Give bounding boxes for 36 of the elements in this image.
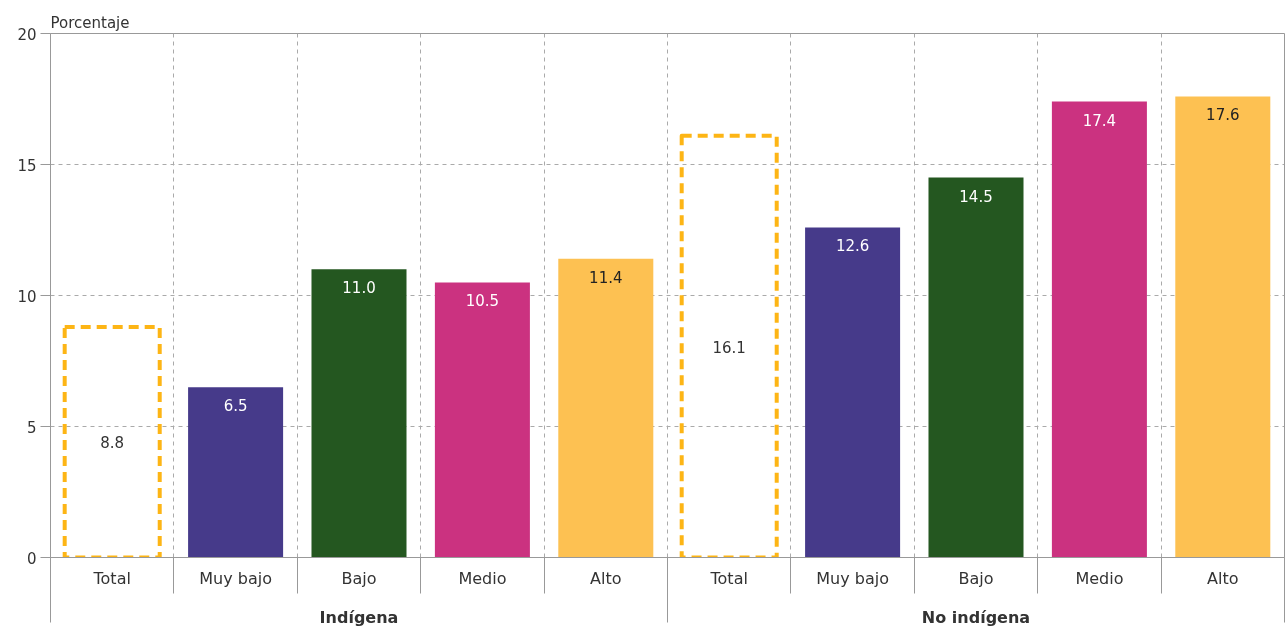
bar <box>311 269 407 558</box>
y-tick-label: 5 <box>26 418 37 437</box>
data-label: 12.6 <box>835 237 870 256</box>
x-tick-label: Medio <box>458 568 507 588</box>
data-label: 10.5 <box>465 292 500 311</box>
y-tick-label: 15 <box>17 156 37 175</box>
y-axis-title: Porcentaje <box>50 13 130 32</box>
data-label: 17.4 <box>1082 111 1117 130</box>
data-label: 6.5 <box>223 397 248 416</box>
bar <box>928 177 1024 558</box>
bar <box>1051 101 1147 558</box>
x-tick-label: Alto <box>590 568 622 588</box>
data-label: 8.8 <box>100 434 125 453</box>
data-label: 17.6 <box>1206 106 1240 125</box>
y-tick-label: 20 <box>17 25 37 44</box>
data-label: 14.5 <box>959 187 993 206</box>
x-tick-label: Muy bajo <box>199 568 272 588</box>
data-label: 16.1 <box>712 338 746 357</box>
bar <box>1175 96 1271 558</box>
data-label: 11.4 <box>589 268 623 287</box>
data-label: 11.0 <box>342 279 376 298</box>
x-tick-label: Total <box>709 568 748 588</box>
x-tick-label: Bajo <box>958 568 994 588</box>
bar <box>188 387 284 558</box>
y-tick-label: 10 <box>17 287 37 306</box>
x-tick-label: Bajo <box>341 568 377 588</box>
x-tick-label: Medio <box>1075 568 1124 588</box>
text: Indígena <box>319 607 399 627</box>
text: No indígena <box>921 607 1031 627</box>
bar <box>558 258 654 558</box>
bar <box>805 227 901 558</box>
x-tick-label: Muy bajo <box>816 568 889 588</box>
bar <box>434 282 530 558</box>
x-tick-label: Total <box>92 568 131 588</box>
y-tick-label: 0 <box>26 549 37 568</box>
x-tick-label: Alto <box>1207 568 1239 588</box>
